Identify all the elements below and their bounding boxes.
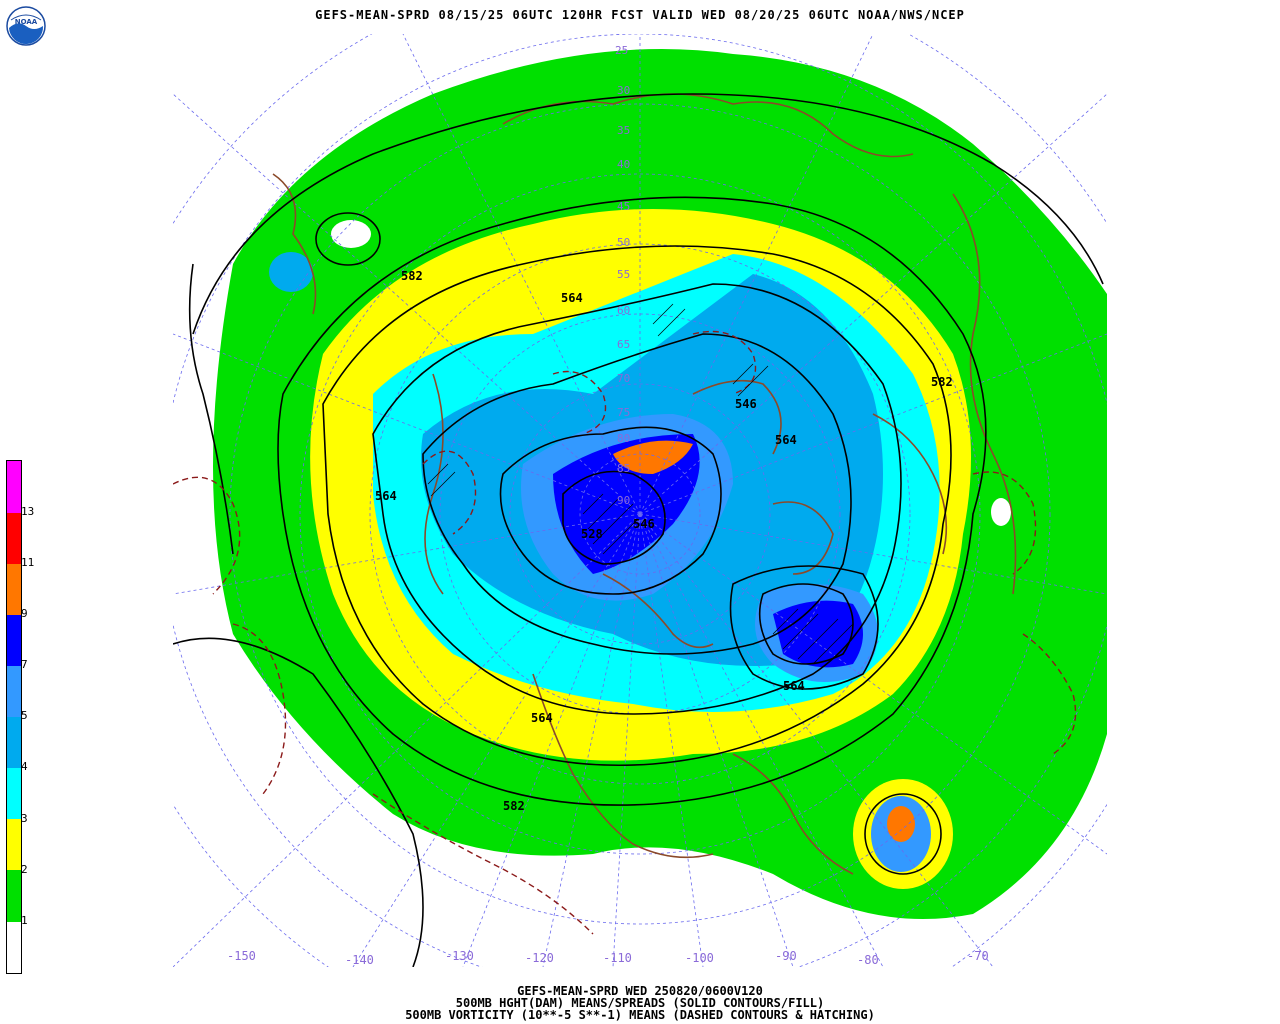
lat-label: 65 <box>617 338 630 351</box>
contour-label: 564 <box>561 291 583 305</box>
colorbar-swatch <box>7 666 21 717</box>
lon-label: -120 <box>525 951 554 965</box>
contour-label: 582 <box>931 375 953 389</box>
lon-label: -130 <box>445 949 474 963</box>
spread-fill-orange <box>613 440 693 474</box>
lat-label: 35 <box>617 124 630 137</box>
footer-line-2: 500MB HGHT(DAM) MEANS/SPREADS (SOLID CON… <box>455 996 825 1010</box>
noaa-logo-text: NOAA <box>15 18 38 26</box>
lat-label: 80 <box>617 432 630 445</box>
vorticity-hatching <box>427 303 854 665</box>
lat-label-group: 25 30 35 40 45 50 55 60 65 70 75 80 85 9… <box>615 44 630 507</box>
lat-label: 55 <box>617 268 630 281</box>
colorbar-swatch <box>7 768 21 819</box>
lon-label: -110 <box>603 951 632 965</box>
lon-label-group: -150 -140 -130 -120 -110 -100 -90 -80 -7… <box>227 949 989 967</box>
lat-label: 85 <box>617 462 630 475</box>
contour-label: 564 <box>775 433 797 447</box>
colorbar-swatch <box>7 461 21 513</box>
spread-fill-small-low <box>269 252 313 292</box>
contour-label: 546 <box>633 517 655 531</box>
colorbar-swatch <box>7 922 21 973</box>
lon-label: -70 <box>967 949 989 963</box>
noaa-logo-icon: NOAA <box>6 6 46 46</box>
colorbar-label: 13 <box>21 505 35 518</box>
colorbar-swatch <box>7 870 21 922</box>
contour-label: 582 <box>503 799 525 813</box>
chart-title: GEFS-MEAN-SPRD 08/15/25 06UTC 120HR FCST… <box>315 8 965 22</box>
vorticity-contours <box>173 330 1077 935</box>
colorbar-swatch <box>7 615 21 666</box>
lat-label: 75 <box>617 406 630 419</box>
spread-colorbar <box>6 460 22 974</box>
contour-label: 564 <box>375 489 397 503</box>
contour-label: 582 <box>401 269 423 283</box>
lat-label: 25 <box>615 44 628 57</box>
lat-label: 40 <box>617 158 630 171</box>
lon-label: -80 <box>857 953 879 967</box>
contour-label: 546 <box>735 397 757 411</box>
colorbar-label: 5 <box>21 709 28 722</box>
latlon-grid <box>173 34 1107 967</box>
lat-label: 50 <box>617 236 630 249</box>
footer-line-3: 500MB VORTICITY (10**-5 S**-1) MEANS (DA… <box>405 1008 875 1022</box>
colorbar-label: 9 <box>21 607 28 620</box>
colorbar-swatch <box>7 513 21 564</box>
colorbar-swatch <box>7 564 21 615</box>
lat-label: 70 <box>617 372 630 385</box>
colorbar-label: 1 <box>21 914 28 927</box>
footer-line-1: GEFS-MEAN-SPRD WED 250820/0600V120 <box>517 984 763 998</box>
colorbar-label: 7 <box>21 658 28 671</box>
lon-label: -150 <box>227 949 256 963</box>
colorbar-label: 3 <box>21 812 28 825</box>
lat-label: 60 <box>617 304 630 317</box>
lat-label: 45 <box>617 200 630 213</box>
storm-fill-core <box>887 806 915 842</box>
contour-label-group: 582 564 582 546 564 564 528 546 564 564 … <box>375 269 953 813</box>
colorbar-label: 4 <box>21 760 28 773</box>
lat-label: 90 <box>617 494 630 507</box>
colorbar-swatch <box>7 717 21 768</box>
colorbar-label: 11 <box>21 556 35 569</box>
colorbar-label: 2 <box>21 863 28 876</box>
polar-map: 582 564 582 546 564 564 528 546 564 564 … <box>173 34 1107 967</box>
contour-label: 564 <box>531 711 553 725</box>
contour-label: 528 <box>581 527 603 541</box>
lon-label: -140 <box>345 953 374 967</box>
lon-label: -90 <box>775 949 797 963</box>
contour-label: 564 <box>783 679 805 693</box>
lat-label: 30 <box>617 84 630 97</box>
colorbar-swatch <box>7 819 21 870</box>
lon-label: -100 <box>685 951 714 965</box>
height-contours <box>173 93 1104 967</box>
